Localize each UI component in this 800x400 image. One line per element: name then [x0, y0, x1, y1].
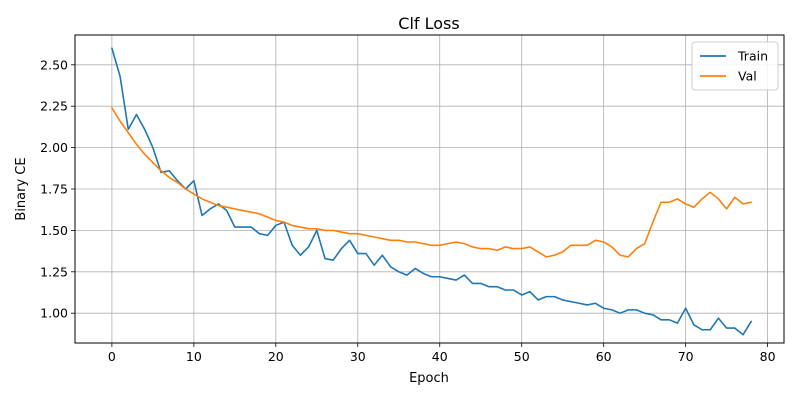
x-tick-label: 60 [596, 349, 612, 364]
y-tick-label: 2.50 [40, 57, 68, 72]
x-tick-label: 0 [108, 349, 116, 364]
legend: Train Val [691, 41, 779, 91]
x-tick-label: 70 [678, 349, 694, 364]
series-layer [111, 47, 753, 336]
y-tick-label: 1.50 [40, 223, 68, 238]
x-axis-label: Epoch [409, 371, 449, 386]
x-tick-label: 50 [514, 349, 530, 364]
y-tick-label: 2.25 [40, 99, 68, 114]
x-tick-label: 40 [432, 349, 448, 364]
y-tick-label: 2.00 [40, 140, 68, 155]
y-tick-label: 1.00 [40, 306, 68, 321]
series-line-val [111, 107, 753, 258]
chart-title: Clf Loss [398, 14, 459, 33]
legend-label-train: Train [737, 49, 768, 64]
x-tick-label: 30 [350, 349, 366, 364]
legend-box [691, 41, 779, 91]
x-tick-label: 20 [268, 349, 284, 364]
y-tick-label: 1.75 [40, 182, 68, 197]
y-tick-label: 1.25 [40, 264, 68, 279]
legend-label-val: Val [738, 69, 757, 84]
x-tick-label: 80 [760, 349, 776, 364]
series-line-train [111, 47, 753, 336]
x-ticks: 0 10 20 30 40 50 60 70 80 [108, 343, 776, 364]
y-axis-label: Binary CE [14, 157, 29, 220]
y-ticks: 1.00 1.25 1.50 1.75 2.00 2.25 2.50 [40, 57, 75, 321]
x-tick-label: 10 [186, 349, 202, 364]
